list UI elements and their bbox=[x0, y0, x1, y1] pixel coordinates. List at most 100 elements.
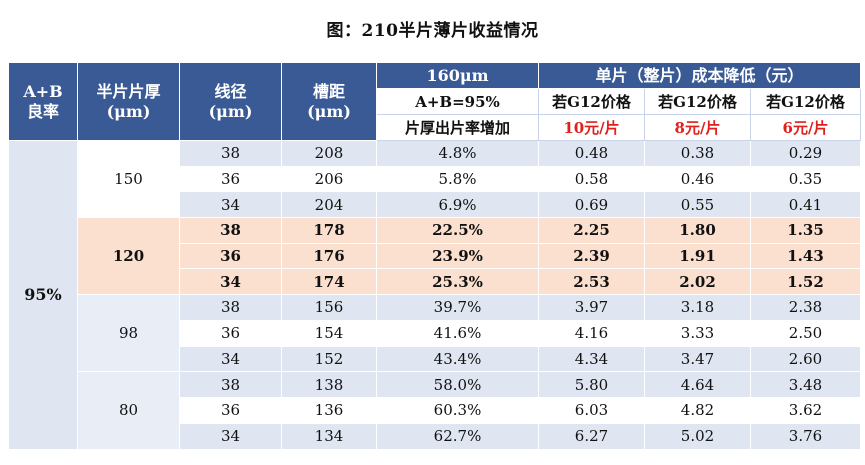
header-groove-pitch: 槽距 (μm) bbox=[281, 62, 377, 141]
increase-cell: 60.3% bbox=[376, 396, 539, 424]
wire-cell: 34 bbox=[179, 191, 282, 218]
wire-cell: 36 bbox=[179, 396, 282, 424]
c6-cell: 0.29 bbox=[750, 140, 861, 167]
header-price-6: 6元/片 bbox=[750, 114, 861, 141]
increase-cell: 22.5% bbox=[376, 217, 539, 244]
header-thickness: 半片片厚 (μm) bbox=[77, 62, 180, 141]
table-row: 34 204 6.9% 0.69 0.55 0.41 bbox=[9, 191, 861, 218]
table-row: 34 152 43.4% 4.34 3.47 2.60 bbox=[9, 345, 861, 372]
increase-cell: 5.8% bbox=[376, 165, 539, 192]
c6-cell: 3.48 bbox=[750, 371, 861, 398]
pitch-cell: 154 bbox=[281, 319, 377, 346]
c10-cell: 0.69 bbox=[538, 191, 645, 218]
c8-cell: 0.55 bbox=[644, 191, 751, 218]
page-title: 图：210半片薄片收益情况 bbox=[326, 21, 539, 41]
c10-cell: 2.25 bbox=[538, 217, 645, 244]
pitch-cell: 206 bbox=[281, 165, 377, 192]
wire-cell: 34 bbox=[179, 422, 282, 449]
data-table-wrapper: A+B 良率 半片片厚 (μm) 线径 (μm) 槽距 (μm) 160μm 单… bbox=[8, 62, 861, 449]
c6-cell: 2.60 bbox=[750, 345, 861, 372]
header-price-6-label: 若G12价格 bbox=[750, 88, 861, 115]
pitch-cell: 138 bbox=[281, 371, 377, 398]
increase-cell: 25.3% bbox=[376, 268, 539, 295]
table-row: 36 154 41.6% 4.16 3.33 2.50 bbox=[9, 319, 861, 346]
c6-cell: 0.41 bbox=[750, 191, 861, 218]
increase-cell: 62.7% bbox=[376, 422, 539, 449]
increase-cell: 4.8% bbox=[376, 140, 539, 167]
table-row: 34 174 25.3% 2.53 2.02 1.52 bbox=[9, 268, 861, 295]
yield-cell: 95% bbox=[8, 139, 78, 449]
c10-cell: 0.48 bbox=[538, 140, 645, 167]
pitch-cell: 152 bbox=[281, 345, 377, 372]
increase-cell: 6.9% bbox=[376, 191, 539, 218]
c8-cell: 4.64 bbox=[644, 371, 751, 398]
c8-cell: 1.91 bbox=[644, 242, 751, 269]
c10-cell: 2.39 bbox=[538, 242, 645, 269]
wire-cell: 38 bbox=[179, 371, 282, 398]
c6-cell: 0.35 bbox=[750, 165, 861, 192]
wire-cell: 36 bbox=[179, 165, 282, 192]
c10-cell: 5.80 bbox=[538, 371, 645, 398]
header-ab-95: A+B=95% bbox=[376, 88, 539, 115]
header-yield: A+B 良率 bbox=[8, 62, 78, 141]
c6-cell: 1.35 bbox=[750, 217, 861, 244]
c8-cell: 5.02 bbox=[644, 422, 751, 449]
table-row: 36 206 5.8% 0.58 0.46 0.35 bbox=[9, 165, 861, 192]
header-price-8: 8元/片 bbox=[644, 114, 751, 141]
c10-cell: 3.97 bbox=[538, 294, 645, 321]
header-price-10-label: 若G12价格 bbox=[538, 88, 645, 115]
thickness-cell: 150 bbox=[77, 139, 180, 218]
wire-cell: 38 bbox=[179, 294, 282, 321]
thickness-cell: 98 bbox=[77, 294, 180, 372]
c8-cell: 0.46 bbox=[644, 165, 751, 192]
thickness-cell: 120 bbox=[77, 217, 180, 295]
pitch-cell: 208 bbox=[281, 140, 377, 167]
increase-cell: 23.9% bbox=[376, 242, 539, 269]
table-row: 120 38 178 22.5% 2.25 1.80 1.35 bbox=[9, 217, 861, 295]
pitch-cell: 204 bbox=[281, 191, 377, 218]
table-row: 95% 150 38 208 4.8% 0.48 0.38 0.29 bbox=[8, 139, 861, 449]
c6-cell: 1.43 bbox=[750, 242, 861, 269]
c6-cell: 2.38 bbox=[750, 294, 861, 321]
c10-cell: 6.27 bbox=[538, 422, 645, 449]
c6-cell: 3.76 bbox=[750, 422, 861, 449]
increase-cell: 43.4% bbox=[376, 345, 539, 372]
c10-cell: 2.53 bbox=[538, 268, 645, 295]
c10-cell: 0.58 bbox=[538, 165, 645, 192]
header-160um: 160μm bbox=[376, 62, 539, 89]
table-row: 34 134 62.7% 6.27 5.02 3.76 bbox=[9, 422, 861, 449]
pitch-cell: 134 bbox=[281, 422, 377, 449]
c6-cell: 3.62 bbox=[750, 396, 861, 424]
wire-cell: 38 bbox=[179, 140, 282, 167]
c8-cell: 2.02 bbox=[644, 268, 751, 295]
increase-cell: 58.0% bbox=[376, 371, 539, 398]
thinning-benefit-table: A+B 良率 半片片厚 (μm) 线径 (μm) 槽距 (μm) 160μm 单… bbox=[8, 62, 861, 449]
pitch-cell: 174 bbox=[281, 268, 377, 295]
c10-cell: 6.03 bbox=[538, 396, 645, 424]
c8-cell: 3.47 bbox=[644, 345, 751, 372]
c8-cell: 3.33 bbox=[644, 319, 751, 346]
table-row: 36 136 60.3% 6.03 4.82 3.62 bbox=[9, 396, 861, 424]
wire-cell: 36 bbox=[179, 242, 282, 269]
table-row: 80 38 138 58.0% 5.80 4.64 3.48 bbox=[9, 371, 861, 449]
header-cost-reduction: 单片（整片）成本降低（元） bbox=[538, 62, 861, 89]
c6-cell: 2.50 bbox=[750, 319, 861, 346]
c8-cell: 3.18 bbox=[644, 294, 751, 321]
c10-cell: 4.34 bbox=[538, 345, 645, 372]
increase-cell: 41.6% bbox=[376, 319, 539, 346]
c8-cell: 0.38 bbox=[644, 140, 751, 167]
c10-cell: 4.16 bbox=[538, 319, 645, 346]
table-body: 95% 150 38 208 4.8% 0.48 0.38 0.29 36 206 5.8% 0.58… bbox=[8, 139, 861, 449]
thickness-cell: 80 bbox=[77, 371, 180, 449]
wire-cell: 34 bbox=[179, 345, 282, 372]
wire-cell: 38 bbox=[179, 217, 282, 244]
pitch-cell: 176 bbox=[281, 242, 377, 269]
table-row: 98 38 156 39.7% 3.97 3.18 2.38 bbox=[9, 294, 861, 372]
wire-cell: 34 bbox=[179, 268, 282, 295]
pitch-cell: 136 bbox=[281, 396, 377, 424]
pitch-cell: 178 bbox=[281, 217, 377, 244]
c6-cell: 1.52 bbox=[750, 268, 861, 295]
header-yield-increase: 片厚出片率增加 bbox=[376, 114, 539, 141]
increase-cell: 39.7% bbox=[376, 294, 539, 321]
header-price-10: 10元/片 bbox=[538, 114, 645, 141]
